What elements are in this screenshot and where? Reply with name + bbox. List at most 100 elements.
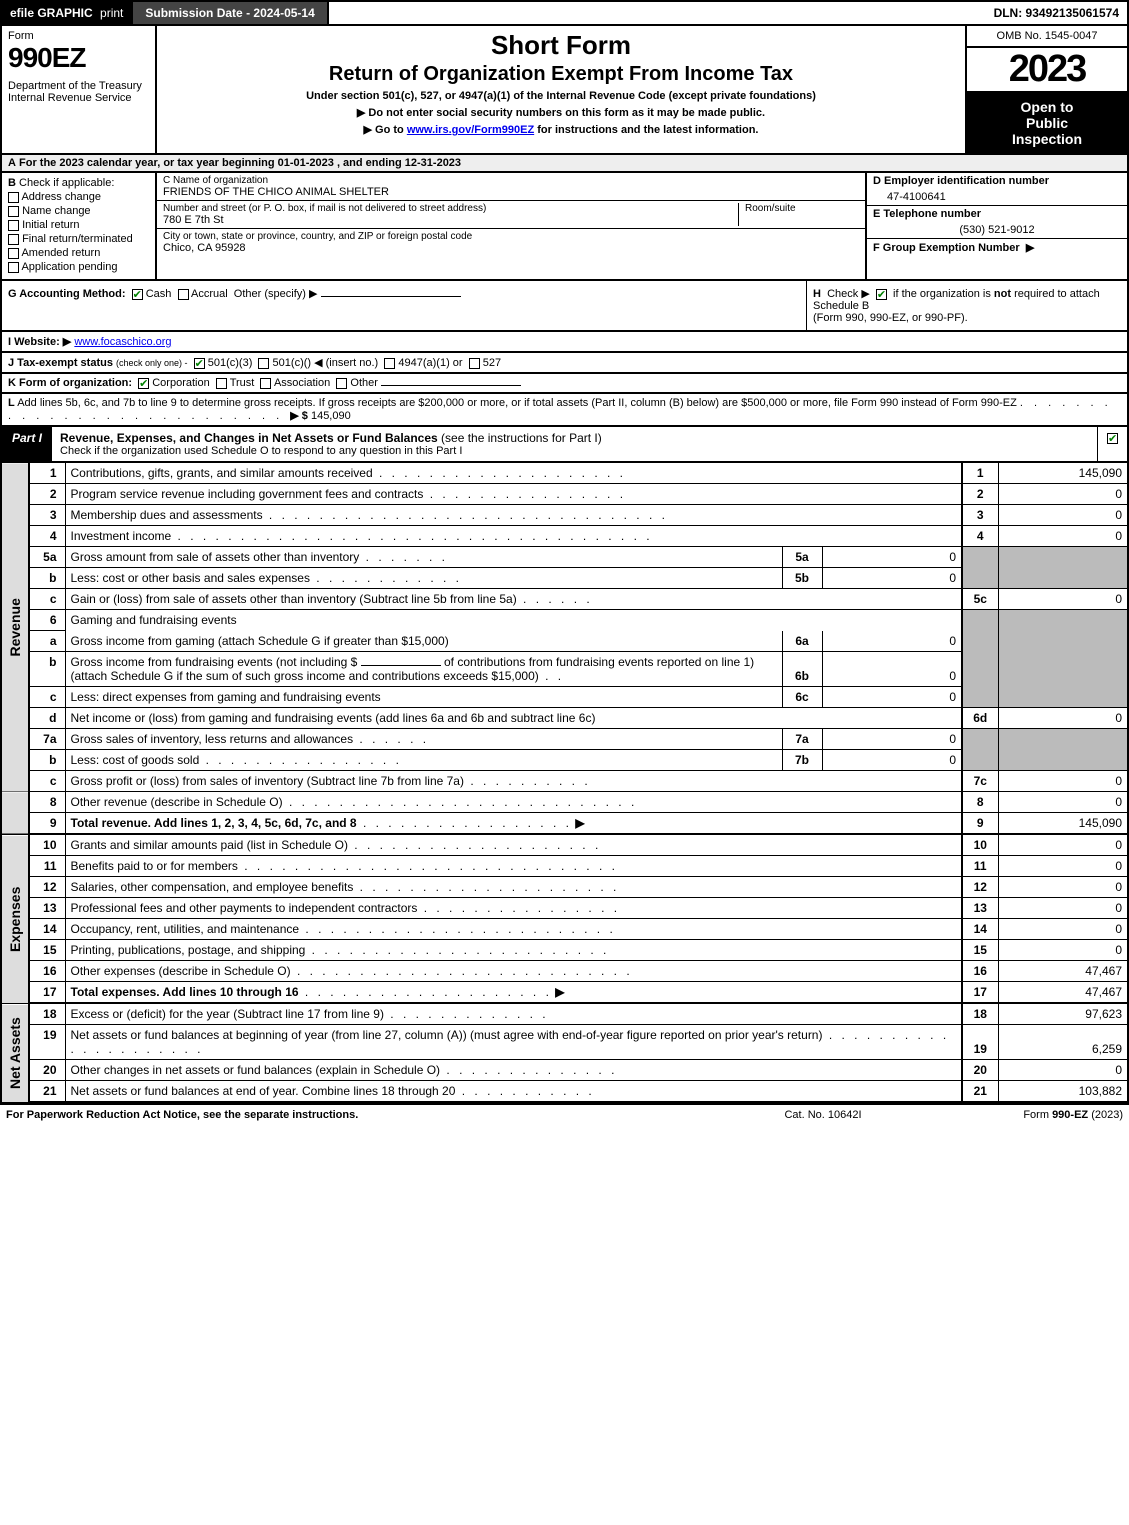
line-1: Revenue 1 Contributions, gifts, grants, …	[1, 463, 1128, 484]
row-a: A For the 2023 calendar year, or tax yea…	[0, 155, 1129, 173]
chk-527[interactable]	[469, 358, 480, 369]
line-6d: d Net income or (loss) from gaming and f…	[1, 708, 1128, 729]
chk-address-change[interactable]: Address change	[8, 191, 149, 203]
website-link[interactable]: www.focaschico.org	[74, 336, 171, 348]
l-arrow: ▶ $	[290, 410, 308, 422]
instr-goto: ▶ Go to www.irs.gov/Form990EZ for instru…	[165, 123, 957, 136]
l-value: 145,090	[311, 410, 351, 422]
chk-initial-return[interactable]: Initial return	[8, 219, 149, 231]
instr-prefix: ▶ Go to	[364, 124, 407, 136]
line-14: 14 Occupancy, rent, utilities, and maint…	[1, 919, 1128, 940]
short-form-title: Short Form	[165, 30, 957, 61]
insp3: Inspection	[1012, 131, 1082, 147]
line-21: 21 Net assets or fund balances at end of…	[1, 1081, 1128, 1103]
org-name: FRIENDS OF THE CHICO ANIMAL SHELTER	[163, 186, 859, 198]
section-gh: G Accounting Method: Cash Accrual Other …	[0, 281, 1129, 332]
part1-header: Part I Revenue, Expenses, and Changes in…	[0, 427, 1129, 463]
chk-schedule-b[interactable]	[876, 289, 887, 300]
part1-check[interactable]	[1097, 427, 1127, 461]
netassets-table: Net Assets 18 Excess or (deficit) for th…	[0, 1004, 1129, 1103]
footer-left: For Paperwork Reduction Act Notice, see …	[6, 1109, 723, 1121]
chk-501c[interactable]	[258, 358, 269, 369]
row-l: L Add lines 5b, 6c, and 7b to line 9 to …	[0, 394, 1129, 427]
chk-application-pending[interactable]: Application pending	[8, 261, 149, 273]
chk-other-org[interactable]	[336, 378, 347, 389]
chk-association[interactable]	[260, 378, 271, 389]
insp1: Open to	[1021, 99, 1074, 115]
instr-ssn: ▶ Do not enter social security numbers o…	[165, 106, 957, 119]
chk-name-change[interactable]: Name change	[8, 205, 149, 217]
cell-ein-label: D Employer identification number	[867, 173, 1127, 189]
side-revenue: Revenue	[1, 463, 29, 792]
footer-right: Form 990-EZ (2023)	[923, 1109, 1123, 1121]
street-label: Number and street (or P. O. box, if mail…	[163, 203, 732, 214]
chk-cash[interactable]	[132, 289, 143, 300]
subtitle: Under section 501(c), 527, or 4947(a)(1)…	[165, 90, 957, 102]
form-label: Form	[8, 30, 149, 42]
g-label: G Accounting Method:	[8, 288, 126, 300]
line-4: 4 Investment income . . . . . . . . . . …	[1, 526, 1128, 547]
print-link[interactable]: print	[100, 6, 123, 20]
line-9: 9 Total revenue. Add lines 1, 2, 3, 4, 5…	[1, 813, 1128, 835]
line-2: 2 Program service revenue including gove…	[1, 484, 1128, 505]
header-right: OMB No. 1545-0047 2023 Open to Public In…	[967, 26, 1127, 153]
row-k: K Form of organization: Corporation Trus…	[0, 374, 1129, 394]
topbar-spacer	[327, 2, 986, 24]
line-17: 17 Total expenses. Add lines 10 through …	[1, 982, 1128, 1004]
group-exemption-label: F Group Exemption Number	[873, 242, 1020, 254]
col-b-label: B	[8, 177, 16, 189]
section-bcdef: B Check if applicable: Address change Na…	[0, 173, 1129, 281]
row-g: G Accounting Method: Cash Accrual Other …	[2, 281, 807, 330]
line-10: Expenses 10 Grants and similar amounts p…	[1, 835, 1128, 856]
line-12: 12 Salaries, other compensation, and emp…	[1, 877, 1128, 898]
l-text: Add lines 5b, 6c, and 7b to line 9 to de…	[17, 397, 1017, 409]
arrow-icon: ▶	[1026, 242, 1034, 254]
g-other: Other (specify) ▶	[234, 288, 318, 300]
line-18: Net Assets 18 Excess or (deficit) for th…	[1, 1004, 1128, 1025]
k-label: K Form of organization:	[8, 377, 132, 389]
line-6: 6 Gaming and fundraising events	[1, 610, 1128, 631]
part1-tag: Part I	[2, 427, 52, 461]
return-title: Return of Organization Exempt From Incom…	[165, 63, 957, 86]
other-specify-line	[321, 296, 461, 297]
header-left: Form 990EZ Department of the Treasury In…	[2, 26, 157, 153]
col-def: D Employer identification number 47-4100…	[867, 173, 1127, 279]
line-5b: b Less: cost or other basis and sales ex…	[1, 568, 1128, 589]
chk-501c3[interactable]	[194, 358, 205, 369]
col-b-heading: Check if applicable:	[19, 177, 114, 189]
col-c: C Name of organization FRIENDS OF THE CH…	[157, 173, 867, 279]
cell-ein-value: 47-4100641	[867, 189, 1127, 206]
line-7b: b Less: cost of goods sold . . . . . . .…	[1, 750, 1128, 771]
l-label: L	[8, 397, 15, 409]
cell-phone-label: E Telephone number	[867, 206, 1127, 222]
part1-title: Revenue, Expenses, and Changes in Net As…	[52, 427, 1097, 461]
chk-accrual[interactable]	[178, 289, 189, 300]
footer-center: Cat. No. 10642I	[723, 1109, 923, 1121]
efile-text: efile GRAPHIC	[10, 6, 93, 20]
line-19: 19 Net assets or fund balances at beginn…	[1, 1025, 1128, 1060]
omb-number: OMB No. 1545-0047	[967, 26, 1127, 48]
name-label: C Name of organization	[163, 175, 859, 186]
room-label: Room/suite	[745, 203, 859, 214]
line-20: 20 Other changes in net assets or fund b…	[1, 1060, 1128, 1081]
row-i: I Website: ▶ www.focaschico.org	[0, 332, 1129, 353]
line-3: 3 Membership dues and assessments . . . …	[1, 505, 1128, 526]
chk-trust[interactable]	[216, 378, 227, 389]
line-6a: a Gross income from gaming (attach Sched…	[1, 631, 1128, 652]
irs-link[interactable]: www.irs.gov/Form990EZ	[407, 124, 534, 136]
header-center: Short Form Return of Organization Exempt…	[157, 26, 967, 153]
j-label: J Tax-exempt status	[8, 357, 113, 369]
row-h: H Check ▶ if the organization is not req…	[807, 281, 1127, 330]
line-6c: c Less: direct expenses from gaming and …	[1, 687, 1128, 708]
line-16: 16 Other expenses (describe in Schedule …	[1, 961, 1128, 982]
chk-final-return[interactable]: Final return/terminated	[8, 233, 149, 245]
chk-corporation[interactable]	[138, 378, 149, 389]
phone-label: E Telephone number	[873, 208, 981, 220]
dln: DLN: 93492135061574	[986, 2, 1127, 24]
irs-label: Internal Revenue Service	[8, 92, 149, 104]
city-label: City or town, state or province, country…	[163, 231, 859, 242]
chk-4947[interactable]	[384, 358, 395, 369]
chk-amended-return[interactable]: Amended return	[8, 247, 149, 259]
street-value: 780 E 7th St	[163, 214, 732, 226]
line-7a: 7a Gross sales of inventory, less return…	[1, 729, 1128, 750]
